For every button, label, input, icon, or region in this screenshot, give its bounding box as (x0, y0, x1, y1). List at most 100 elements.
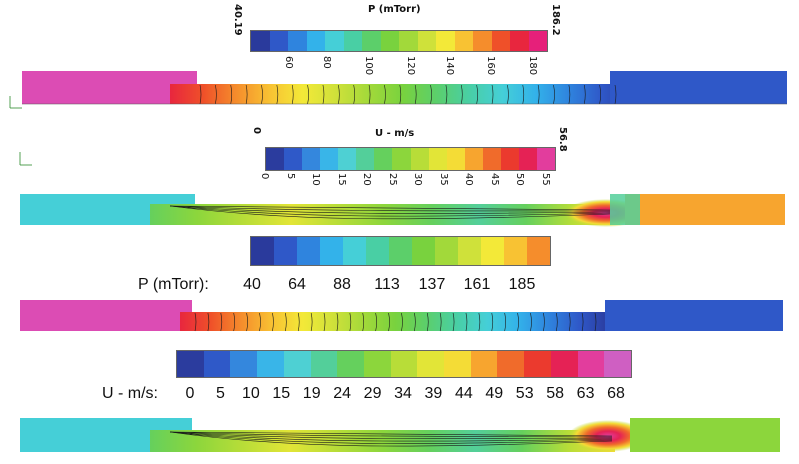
contour-line (338, 84, 340, 105)
colorbar-2-ticks: 0 5 10 15 20 25 30 35 40 45 50 55 (259, 173, 556, 197)
colorbar-2-max-label: 56.8 (557, 127, 568, 152)
colorbar-segment (283, 351, 311, 377)
colorbar-tick-label: 40 (463, 173, 475, 186)
colorbar-segment (337, 351, 364, 377)
contour-line (522, 84, 525, 105)
contour-line (297, 312, 300, 332)
contour-line (353, 84, 356, 105)
contour-line (555, 312, 558, 332)
colorbar-segment (310, 351, 338, 377)
contour-line (199, 84, 202, 105)
contour-line (399, 84, 402, 105)
contour-line (336, 312, 339, 332)
contour-line (259, 312, 261, 332)
contour-line (285, 312, 287, 332)
colorbar-segment (274, 237, 297, 265)
contour-line (414, 312, 416, 332)
contour-line (207, 312, 210, 332)
colorbar-segment (417, 31, 436, 51)
pressure-field-1 (22, 71, 787, 105)
colorbar-4-gradient (176, 350, 632, 378)
contour-line (568, 84, 571, 105)
contour-line (478, 312, 481, 332)
colorbar-segment (356, 148, 375, 170)
colorbar-tick-label: 15 (335, 173, 347, 186)
u2-contour-lines (169, 205, 611, 220)
colorbar-tick-label: 15 (272, 385, 291, 402)
colorbar-tick-label: 68 (607, 385, 625, 402)
colorbar-tick-label: 180 (527, 56, 539, 76)
colorbar-segment (470, 351, 498, 377)
colorbar-segment (203, 351, 231, 377)
contour-line (169, 205, 611, 212)
colorbar-tick-label: 5 (215, 385, 225, 402)
colorbar-segment (325, 31, 344, 51)
colorbar-segment (417, 351, 445, 377)
colorbar-segment (363, 351, 391, 377)
colorbar-tick-label: 50 (514, 173, 526, 186)
colorbar-tick-label: 40 (243, 276, 261, 293)
p3-channel (180, 312, 610, 331)
p1-contour-lines (199, 84, 617, 105)
contour-line (476, 84, 478, 105)
contour-line (169, 431, 613, 440)
colorbar-segment (288, 31, 307, 51)
colorbar-segment (504, 237, 527, 265)
colorbar-2-title: U - m/s (375, 128, 415, 139)
contour-line (169, 205, 611, 217)
contour-line (461, 84, 463, 105)
colorbar-tick-label: 63 (576, 385, 595, 402)
colorbar-segment (604, 351, 631, 377)
contour-line (594, 312, 597, 332)
colorbar-segment (343, 237, 366, 265)
colorbar-tick-label: 20 (361, 173, 373, 186)
contour-line (349, 312, 352, 332)
contour-line (614, 84, 617, 105)
colorbar-segment (428, 148, 447, 170)
colorbar-segment (464, 148, 483, 170)
contour-line (169, 205, 611, 220)
contour-line (401, 312, 403, 332)
contour-line (599, 84, 601, 105)
colorbar-1-max-label: 186.2 (550, 4, 561, 36)
colorbar-tick-label: 49 (485, 385, 504, 402)
colorbar-tick-label: 30 (412, 173, 424, 186)
pressure-field-3 (20, 300, 783, 332)
colorbar-tick-label: 161 (463, 276, 491, 293)
colorbar-segment (389, 237, 412, 265)
colorbar-segment (500, 148, 519, 170)
colorbar-tick-label: 120 (404, 56, 416, 76)
colorbar-tick-label: 140 (443, 56, 455, 76)
contour-line (323, 312, 326, 332)
colorbar-segment (473, 31, 492, 51)
contour-line (194, 312, 197, 332)
p1-left-chamber (22, 71, 197, 104)
colorbar-segment (302, 148, 321, 170)
colorbar-tick-label: 53 (515, 385, 534, 402)
colorbar-3-label: P (mTorr): (138, 276, 209, 293)
colorbar-tick-label: 64 (288, 276, 306, 293)
contour-line (169, 431, 613, 438)
p1-right-chamber (610, 71, 787, 104)
colorbar-tick-label: 34 (394, 385, 412, 402)
colorbar-tick-label: 24 (333, 385, 352, 402)
colorbar-segment (491, 31, 510, 51)
contour-line (322, 84, 325, 105)
colorbar-segment (269, 31, 288, 51)
contour-line (362, 312, 365, 332)
u4-right-chamber (630, 418, 780, 452)
colorbar-segment (458, 237, 481, 265)
colorbar-segment (527, 237, 550, 265)
contour-line (388, 312, 390, 332)
colorbar-segment (343, 31, 362, 51)
u2-right-chamber (625, 194, 785, 225)
colorbar-segment (380, 31, 399, 51)
colorbar-segment (362, 31, 381, 51)
contour-line (530, 312, 532, 332)
colorbar-segment (482, 148, 501, 170)
colorbar-segment (436, 31, 455, 51)
contour-line (504, 312, 506, 332)
u4-contour-lines (169, 431, 613, 447)
colorbar-tick-label: 160 (485, 56, 497, 76)
